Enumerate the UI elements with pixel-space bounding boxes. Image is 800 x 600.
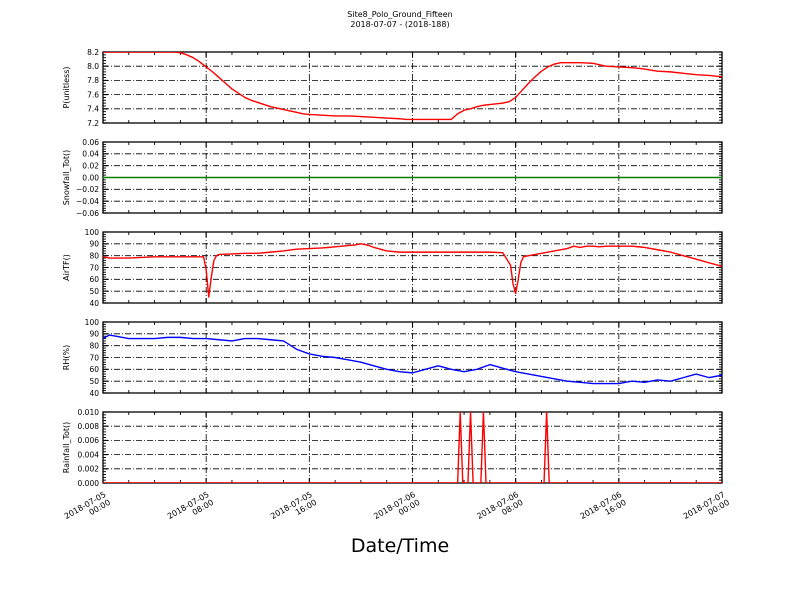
y-tick-label: 0.010 [78,408,100,417]
y-tick-label: −0.06 [76,209,99,218]
y-tick-label: 0.002 [78,465,100,474]
snowfall-panel: −0.06 −0.04 −0.02 0.00 0.02 0.04 0.06 Snowfall_… [62,138,723,218]
figure-subtitle: 2018-07-07 - (2018-188) [350,20,449,29]
y-tick-label: 70 [89,263,99,272]
y-tick-label: 50 [89,287,99,296]
data-series-line [103,412,722,483]
y-tick-label: 0.004 [78,450,100,459]
y-tick-label: 100 [85,228,100,237]
data-series-line [103,334,722,385]
y-tick-label: 7.8 [87,76,99,85]
y-tick-label: 0.06 [82,138,99,147]
figure-title: Site8_Polo_Ground_Fifteen [347,10,452,19]
y-tick-label: −0.04 [76,197,99,206]
y-axis-label: Rainfall_Tot() [62,422,71,474]
y-tick-label: 0.02 [82,161,99,170]
y-axis-label: RH(%) [62,345,71,370]
y-tick-label: 0.04 [82,150,99,159]
y-tick-label: 0.008 [78,422,100,431]
y-tick-label: 90 [89,330,99,339]
y-tick-label: 40 [89,299,99,308]
y-tick-label: 70 [89,353,99,362]
y-tick-label: 80 [89,251,99,260]
y-tick-label: 60 [89,365,99,374]
x-axis-label: Date/Time [351,535,449,557]
y-tick-label: 7.6 [87,90,99,99]
y-tick-label: 50 [89,377,99,386]
data-series-line [103,243,722,298]
humidity-panel: 40 50 60 70 80 90 100 RH(%) [62,318,723,398]
y-axis-label: P(unitless) [62,66,71,108]
y-tick-label: 7.4 [87,105,99,114]
y-tick-label: −0.02 [76,185,99,194]
y-axis-label: Snowfall_Tot() [62,150,71,206]
y-tick-label: 100 [85,318,100,327]
y-tick-label: 40 [89,389,99,398]
y-tick-label: 8.2 [87,48,99,57]
rainfall-panel: 0.000 0.002 0.004 0.006 0.008 0.010 Rainfall_T… [62,408,723,488]
pressure-panel: 7.2 7.4 7.6 7.8 8.0 8.2 P(unitless) [62,48,723,128]
airtemp-panel: 40 50 60 70 80 90 100 AirTF() [62,228,723,308]
data-series-line [103,52,722,121]
y-tick-label: 7.2 [87,119,99,128]
y-tick-label: 8.0 [87,62,99,71]
y-tick-label: 0.000 [78,479,100,488]
y-tick-label: 90 [89,240,99,249]
y-tick-label: 80 [89,341,99,350]
y-tick-label: 60 [89,275,99,284]
y-tick-label: 0.00 [82,173,99,182]
y-tick-label: 0.006 [78,436,100,445]
y-axis-label: AirTF() [62,254,71,281]
